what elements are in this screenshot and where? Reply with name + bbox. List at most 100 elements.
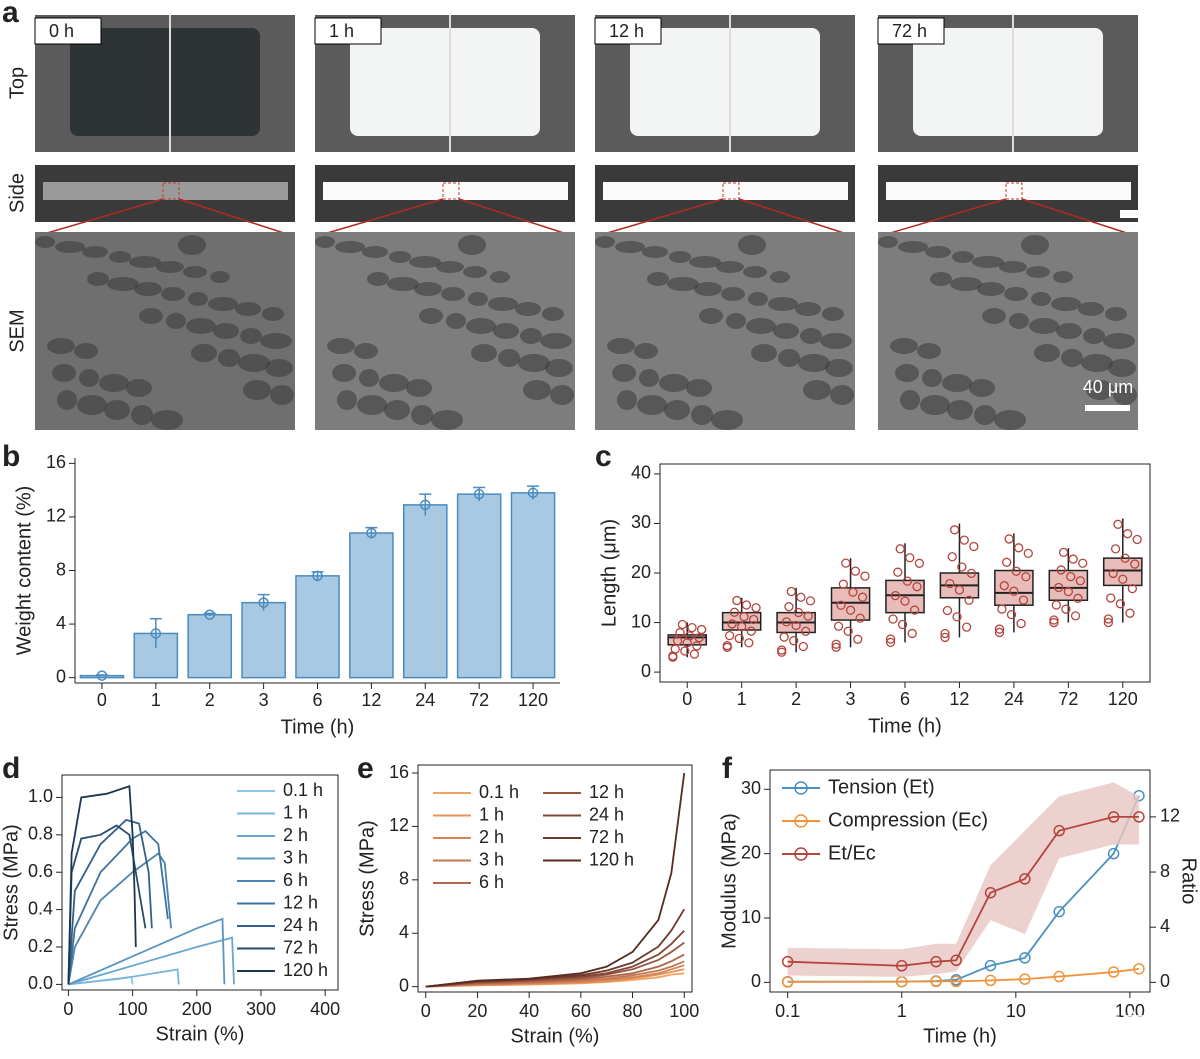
y-tick-label: 20 <box>741 842 761 862</box>
sem-texture <box>900 390 920 410</box>
point <box>984 959 997 972</box>
time-label: 72 h <box>892 21 927 41</box>
point <box>984 886 997 899</box>
sem-texture <box>414 282 442 296</box>
length-point <box>940 628 950 639</box>
y-tick-label: 30 <box>631 512 651 532</box>
x-tick-label: 300 <box>246 999 276 1019</box>
legend-label: 72 h <box>283 937 318 957</box>
sample-top <box>630 28 820 136</box>
sem-texture <box>942 374 972 392</box>
sem-texture <box>895 364 919 382</box>
sem-texture <box>134 282 162 296</box>
sample-side <box>43 182 288 200</box>
sem-texture <box>458 235 486 255</box>
sem-texture <box>1078 302 1104 316</box>
series-line <box>67 784 137 985</box>
x-axis-label: Time (h) <box>868 715 942 737</box>
sem-texture <box>493 323 519 339</box>
sem-texture <box>540 333 572 349</box>
y2-tick-label: 8 <box>1160 861 1170 881</box>
length-point <box>682 638 692 648</box>
error-bar <box>419 493 432 516</box>
length-point <box>672 636 683 646</box>
sem-texture <box>822 307 844 321</box>
length-point <box>739 612 749 622</box>
sem-texture <box>778 349 800 367</box>
x-tick-label: 3 <box>259 690 269 710</box>
sem-texture <box>1021 235 1049 255</box>
point <box>1107 847 1120 860</box>
sem-texture <box>441 287 465 301</box>
length-point <box>741 600 752 610</box>
bar <box>187 613 233 679</box>
length-point <box>959 535 969 545</box>
replicate-point <box>258 597 269 608</box>
sem-texture <box>820 333 852 349</box>
length-point <box>722 640 732 651</box>
y-tick-label: 0.4 <box>28 898 53 918</box>
y2-axis-label: Ratio <box>1178 858 1200 905</box>
y-tick-label: 0.2 <box>28 936 53 956</box>
sem-texture <box>800 328 822 344</box>
sem-texture <box>950 277 982 291</box>
sem-texture <box>890 338 918 354</box>
length-point <box>1049 617 1059 628</box>
legend-label: 12 h <box>589 782 624 802</box>
sem-texture <box>1031 292 1051 306</box>
length-point <box>902 576 913 586</box>
length-point <box>853 634 863 644</box>
point <box>1053 970 1065 983</box>
sem-texture <box>667 277 699 291</box>
sem-texture <box>188 292 208 306</box>
length-point <box>791 620 801 631</box>
sem-texture <box>664 400 690 420</box>
length-point <box>1125 608 1135 618</box>
legend-label: 120 h <box>283 960 328 980</box>
x-tick-label: 12 <box>361 690 381 710</box>
sem-texture <box>716 261 744 273</box>
sem-texture <box>642 246 668 258</box>
panel-label: e <box>357 752 374 785</box>
bar <box>510 492 556 679</box>
sem-texture <box>520 328 542 344</box>
series-line <box>67 829 169 985</box>
length-point <box>784 602 794 612</box>
sem-texture <box>406 379 432 397</box>
sem-texture <box>947 400 973 420</box>
box <box>721 611 762 631</box>
sem-texture <box>490 271 510 283</box>
length-point <box>1018 595 1029 605</box>
point <box>1107 966 1120 978</box>
length-point <box>687 622 697 633</box>
sem-texture <box>1034 344 1060 362</box>
y-tick-label: 0.8 <box>28 824 53 844</box>
sem-texture <box>238 354 270 372</box>
length-point <box>855 613 865 623</box>
sem-texture <box>795 302 821 316</box>
length-point <box>914 558 925 568</box>
x-tick-label: 20 <box>467 1001 487 1021</box>
series-line <box>68 968 180 986</box>
length-point <box>725 630 735 641</box>
length-point <box>997 604 1007 614</box>
length-point <box>843 626 853 636</box>
sem-texture <box>515 302 541 316</box>
length-point <box>857 592 868 602</box>
sem-texture <box>419 308 443 324</box>
sem-texture <box>743 266 767 278</box>
sem-texture <box>131 405 153 425</box>
sem-texture <box>878 236 898 248</box>
length-point <box>786 586 796 597</box>
length-point <box>1118 574 1128 584</box>
point <box>1019 873 1031 885</box>
legend-label: 1 h <box>283 802 308 822</box>
time-label: 0 h <box>49 21 74 41</box>
sem-texture <box>1053 271 1073 283</box>
length-point <box>895 544 905 554</box>
row-label: Top <box>6 67 28 99</box>
scale-bar-label: 40 μm <box>1083 377 1133 397</box>
y-axis-label: Length (μm) <box>598 519 620 627</box>
length-point <box>1014 543 1024 553</box>
x-tick-label: 200 <box>182 999 212 1019</box>
